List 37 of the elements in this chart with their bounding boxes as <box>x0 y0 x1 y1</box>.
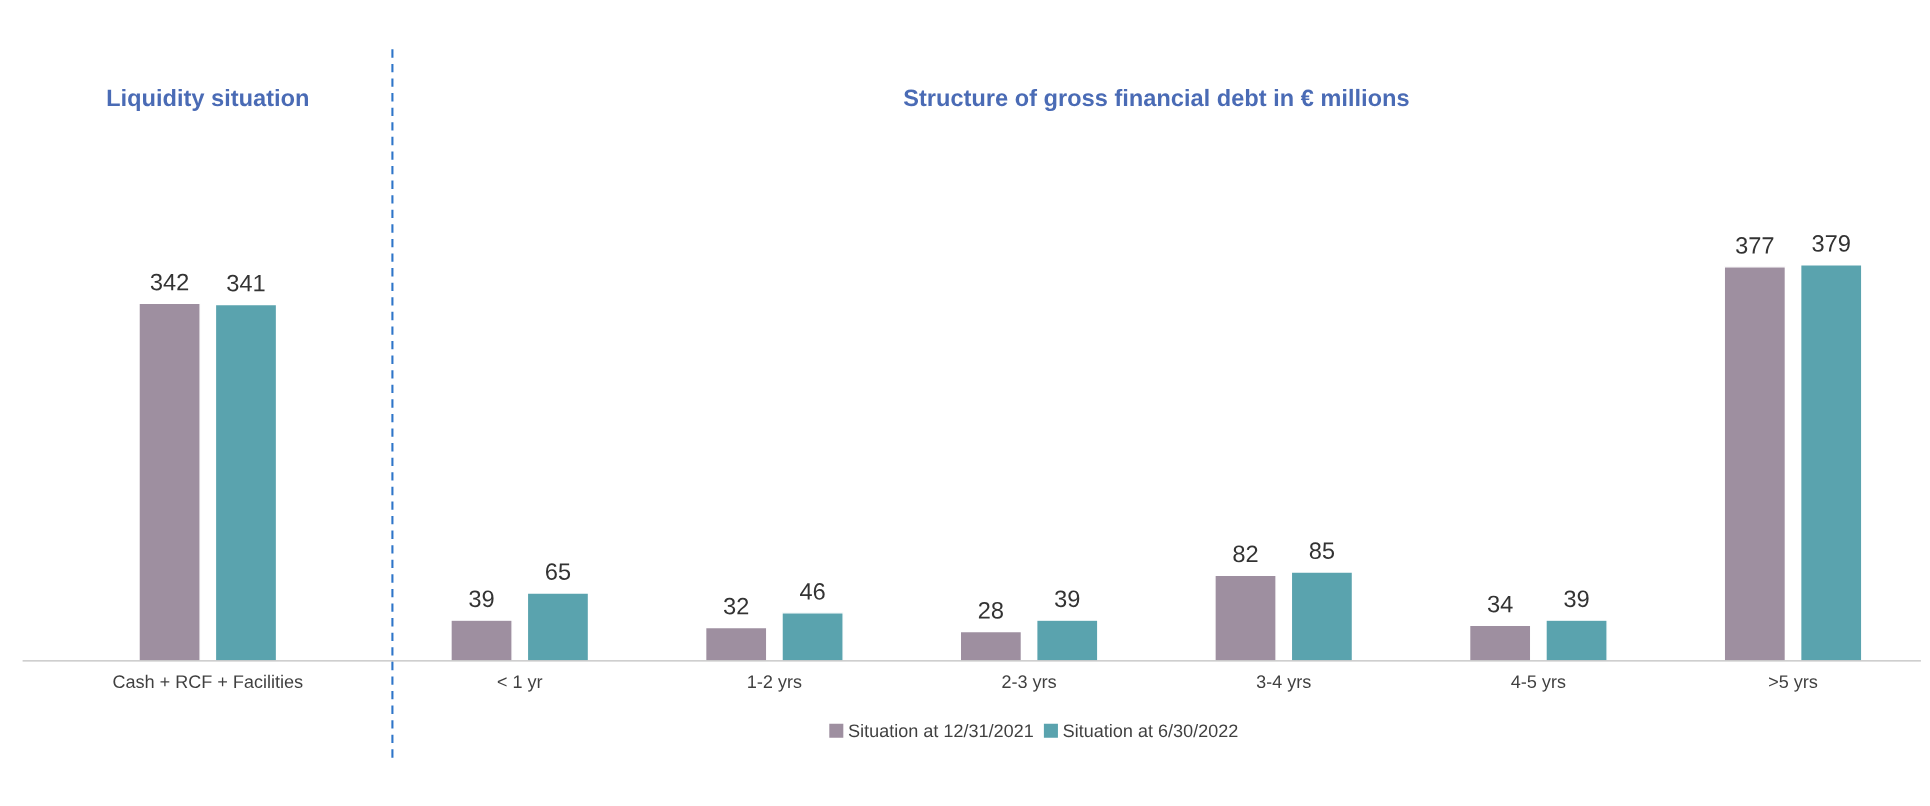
x-tick-label: 1-2 yrs <box>748 675 802 692</box>
data-label: 39 <box>469 590 494 608</box>
data-label: 65 <box>546 563 571 580</box>
bar <box>1545 619 1608 661</box>
data-label: 39 <box>1564 590 1589 608</box>
data-label: 34 <box>1487 595 1513 613</box>
data-label: 28 <box>978 601 1003 619</box>
data-label: 377 <box>1736 237 1774 254</box>
bar <box>450 619 513 661</box>
data-label: 85 <box>1309 542 1335 560</box>
bar <box>959 630 1023 661</box>
bar <box>526 592 590 661</box>
chart-title: Structure of gross financial debt in € millions <box>903 88 1409 111</box>
data-label: 379 <box>1812 235 1850 252</box>
x-tick-label: 4-5 yrs <box>1511 675 1566 692</box>
bar <box>1214 574 1277 661</box>
x-tick-label: Cash + RCF + Facilities <box>113 674 303 689</box>
bar <box>1035 619 1099 661</box>
data-label: 341 <box>227 274 265 292</box>
bar <box>1468 624 1532 661</box>
x-tick-label: < 1 yr <box>497 675 543 692</box>
data-label: 32 <box>723 597 749 615</box>
x-tick-label: >5 yrs <box>1769 675 1818 692</box>
bar <box>704 626 768 661</box>
data-label: 39 <box>1055 590 1080 608</box>
bar <box>1290 571 1354 661</box>
x-tick-label: 2-3 yrs <box>1002 675 1056 692</box>
data-label: 342 <box>150 273 189 291</box>
bar <box>1799 264 1863 661</box>
legend-label: Situation at 12/31/2021 <box>848 723 1033 738</box>
data-label: 82 <box>1233 545 1258 563</box>
data-label: 46 <box>800 583 825 600</box>
legend-label: Situation at 6/30/2022 <box>1063 723 1238 738</box>
bar <box>781 612 844 661</box>
bar <box>1723 266 1787 661</box>
chart-title: Liquidity situation <box>107 88 308 111</box>
x-tick-label: 3-4 yrs <box>1256 675 1311 692</box>
